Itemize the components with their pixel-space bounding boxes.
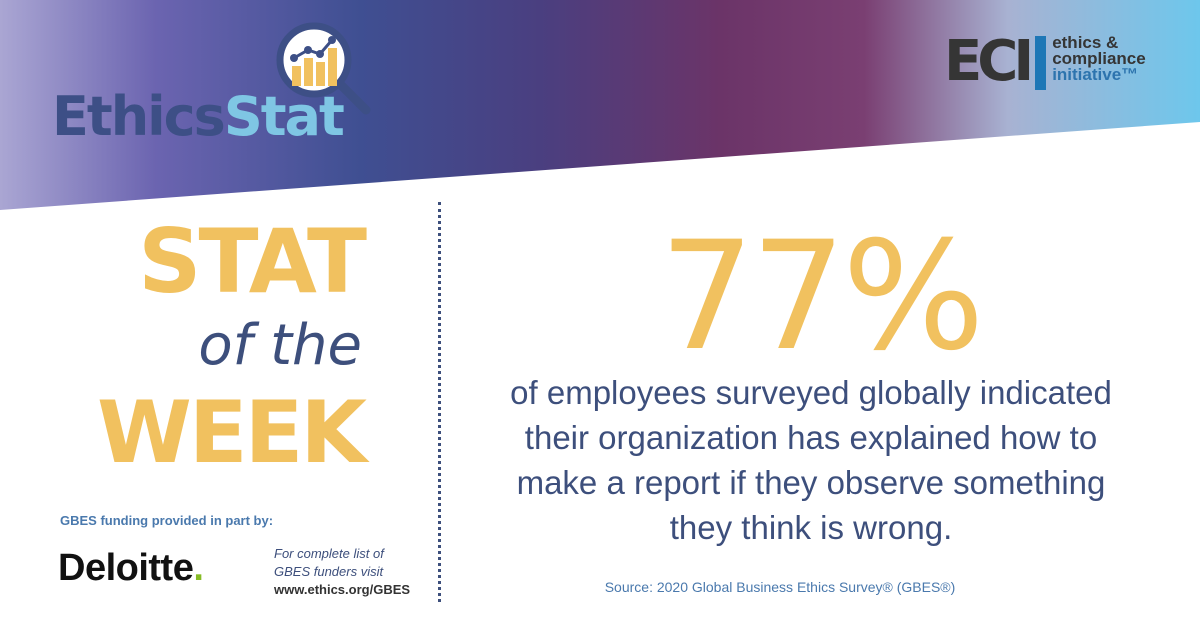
eci-word-initiative: initiative™ — [1052, 65, 1139, 84]
deloitte-dot: . — [193, 547, 204, 589]
eci-logo-bar — [1035, 36, 1047, 90]
title-week: WEEK — [97, 383, 367, 483]
description-line-2: their organization has explained how to — [524, 419, 1098, 456]
stat-value: 77% — [659, 210, 984, 384]
description-line-1: of employees surveyed globally indicated — [510, 374, 1112, 411]
source-note: Source: 2020 Global Business Ethics Surv… — [604, 579, 956, 595]
funders-line-2: GBES funders visit — [274, 564, 384, 579]
funders-note: For complete list of GBES funders visit … — [274, 545, 410, 599]
eci-tagline: ethics & compliance initiative™ — [1052, 33, 1146, 84]
deloitte-wordmark: Deloitte — [58, 547, 194, 589]
eci-word-compliance: compliance — [1052, 49, 1146, 68]
funders-line-1: For complete list of — [274, 546, 384, 561]
funders-url-link[interactable]: www.ethics.org/GBES — [274, 582, 411, 597]
funding-label: GBES funding provided in part by: — [60, 513, 274, 528]
eci-word-ethics: ethics & — [1052, 33, 1119, 52]
title-stat: STAT — [138, 210, 367, 313]
description-line-3: make a report if they observe something — [516, 464, 1106, 501]
brand-word-ethics: Ethics — [52, 85, 226, 148]
ethicsstat-logo: EthicsStat — [52, 90, 345, 144]
eci-logo: ECI ethics & compliance initiative™ — [944, 34, 1146, 90]
stat-description: of employees surveyed globally indicated… — [466, 370, 1156, 550]
brand-word-stat: Stat — [223, 85, 345, 148]
eci-wordmark: ECI — [944, 29, 1034, 94]
magnifier-chart-icon — [276, 22, 371, 115]
deloitte-logo: Deloitte. — [58, 547, 204, 589]
dotted-divider — [438, 202, 441, 602]
title-of-the: of the — [198, 313, 362, 378]
description-line-4: they think is wrong. — [669, 509, 953, 546]
